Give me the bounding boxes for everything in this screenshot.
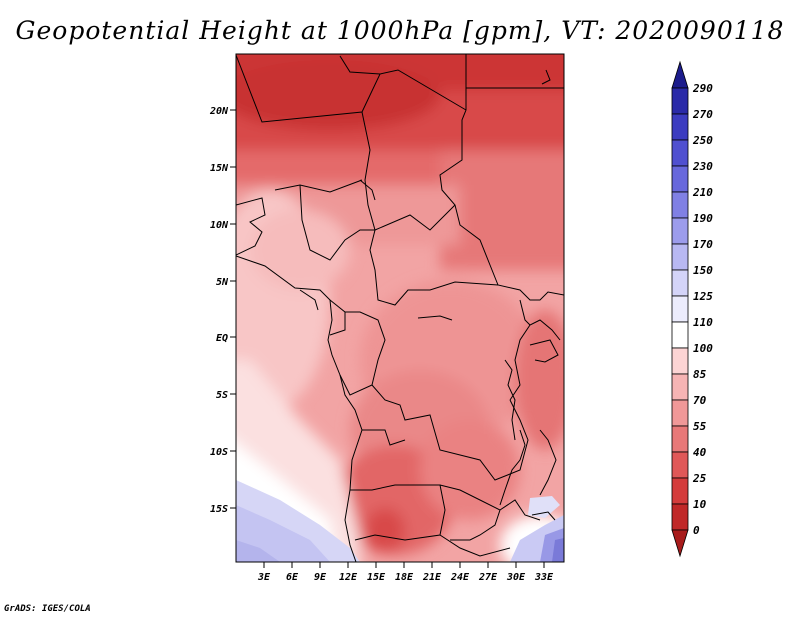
lon-label: 33E: [534, 572, 554, 583]
colorbar-label: 210: [692, 186, 713, 199]
colorbar-segment: [671, 295, 689, 323]
colorbar-segment: [671, 399, 689, 427]
colorbar-segment: [671, 165, 689, 193]
colorbar-label: 170: [693, 238, 713, 251]
lon-label: 30E: [506, 572, 526, 583]
colorbar-segment: [671, 87, 689, 115]
colorbar-segment: [671, 529, 689, 558]
colorbar-label: 40: [693, 446, 707, 459]
colorbar-label: 230: [692, 160, 713, 173]
colorbar-segment: [671, 243, 689, 271]
colorbar-segment: [671, 373, 689, 401]
height-field: [236, 54, 564, 562]
lon-label: 21E: [422, 572, 442, 583]
lat-label: 15S: [210, 504, 228, 515]
colorbar-label: 70: [693, 394, 707, 407]
lat-label: 5S: [216, 390, 228, 401]
colorbar-segment: [671, 191, 689, 219]
lat-label: EQ: [216, 333, 228, 344]
lat-label: 5N: [216, 277, 229, 288]
colorbar-label: 270: [692, 108, 713, 121]
lat-axis: 20N 15N 10N 5N EQ 5S 10S 15S: [209, 106, 236, 515]
lon-label: 15E: [367, 572, 386, 583]
colorbar-segment: [671, 139, 689, 167]
colorbar-label: 250: [692, 134, 713, 147]
colorbar-segment: [671, 477, 689, 505]
colorbar-label: 290: [692, 82, 713, 95]
colorbar-label: 25: [692, 472, 707, 485]
colorbar-segment: [671, 321, 689, 349]
colorbar: 2902702502302101901701501251101008570554…: [671, 60, 713, 558]
colorbar-segment: [671, 269, 689, 297]
colorbar-segment: [671, 347, 689, 375]
colorbar-label: 125: [693, 290, 713, 303]
colorbar-label: 85: [693, 368, 707, 381]
lon-label: 12E: [339, 572, 358, 583]
colorbar-label: 150: [693, 264, 713, 277]
lat-label: 15N: [210, 163, 229, 174]
lon-label: 18E: [395, 572, 414, 583]
lat-label: 10N: [210, 220, 229, 231]
lon-label: 24E: [450, 572, 470, 583]
colorbar-segment: [671, 503, 689, 531]
colorbar-label: 100: [693, 342, 713, 355]
colorbar-label: 190: [693, 212, 713, 225]
lon-label: 6E: [286, 572, 299, 583]
country-borders: [236, 54, 564, 562]
colorbar-segment: [671, 113, 689, 141]
chart-title: Geopotential Height at 1000hPa [gpm], VT…: [15, 16, 785, 45]
colorbar-segment: [671, 425, 689, 453]
lon-label: 3E: [257, 572, 271, 583]
lon-axis: 3E 6E 9E 12E 15E 18E 21E 24E 27E 30E 33E: [257, 562, 554, 583]
colorbar-label: 0: [693, 524, 700, 537]
lon-label: 27E: [478, 572, 498, 583]
lat-label: 20N: [209, 106, 229, 117]
lon-label: 9E: [314, 572, 327, 583]
colorbar-label: 10: [693, 498, 707, 511]
colorbar-label: 55: [693, 420, 707, 433]
lat-label: 10S: [210, 447, 228, 458]
credit-text: GrADS: IGES/COLA: [4, 604, 91, 614]
colorbar-segment: [671, 451, 689, 479]
colorbar-segment: [671, 217, 689, 245]
map-frame: [235, 53, 565, 563]
colorbar-label: 110: [693, 316, 713, 329]
colorbar-segment: [671, 60, 689, 89]
